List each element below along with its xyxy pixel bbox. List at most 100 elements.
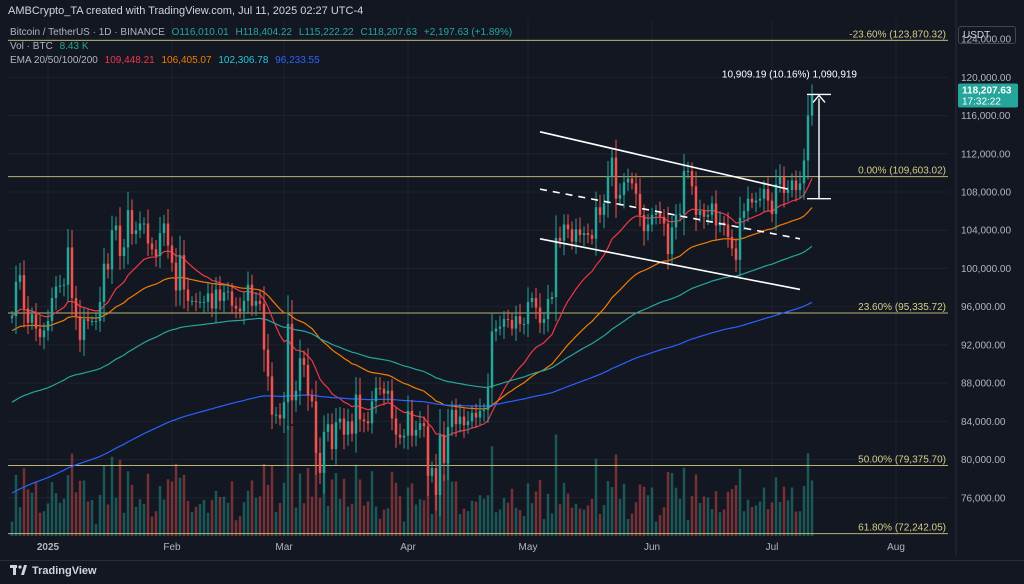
symbol-name: Bitcoin / TetherUS · 1D · BINANCE [10,27,165,38]
candle-body [302,358,306,365]
volume-bar [642,486,646,536]
volume-bar [286,426,290,536]
volume-bar [810,480,814,536]
volume-bar [282,482,286,536]
candle-body [330,424,334,450]
candle-body [786,190,790,193]
tradingview-logo[interactable]: TradingView [10,565,97,577]
volume-bar [226,502,230,536]
candle-body [394,418,398,435]
volume-bar [646,495,650,536]
candle-body [210,293,214,309]
volume-bar [614,454,618,536]
candle-body [602,203,606,215]
volume-bar [294,507,298,536]
candle-body [214,289,218,309]
candle-body [70,247,74,299]
volume-bar [338,499,342,536]
volume-bar [594,458,598,536]
candle-body [802,160,806,184]
volume-bar [502,498,506,536]
volume-bar [234,520,238,536]
x-tick-label: Apr [400,542,416,553]
candle-body [654,213,658,215]
candle-body [738,217,742,260]
volume-bar [274,512,278,536]
volume-bar [298,473,302,536]
candle-body [58,285,62,287]
candle-body [14,281,18,317]
volume-bar [422,500,426,536]
volume-bar [534,491,538,536]
candle-body [138,223,142,231]
volume-bar [154,511,158,536]
volume-bar [462,508,466,536]
chart-credit: AMBCrypto_TA created with TradingView.co… [8,5,364,17]
candle-body [762,189,766,199]
volume-bar [246,490,250,536]
volume-bar [350,503,354,536]
candle-body [806,115,810,161]
candle-body [754,200,758,203]
volume-bar [654,521,658,536]
candle-body [542,319,546,323]
low-value: L115,222.22 [298,27,354,38]
volume-bar [526,483,530,536]
candle-body [18,275,22,282]
candle-body [106,263,110,270]
ema200-value: 96,233.55 [275,55,320,66]
candle-body [246,284,250,301]
candle-body [286,323,290,403]
ema50-value: 106,405.07 [161,55,212,66]
volume-bar [398,496,402,536]
volume-bar [442,474,446,536]
volume-bar [414,504,418,536]
candle-body [782,176,786,193]
volume-bar [378,518,382,536]
candle-body [666,223,670,255]
candle-body [798,183,802,191]
volume-bar [674,487,678,536]
candle-body [22,275,26,309]
volume-bar [214,491,218,536]
volume-bar [698,503,702,536]
fib-level-label: 23.60% (95,335.72) [858,302,946,313]
volume-bar [102,466,106,536]
candle-body [710,203,714,215]
volume-bar [538,480,542,536]
candle-body [506,319,510,321]
volume-bar [218,497,222,536]
volume-bar [134,507,138,536]
volume-bar [562,482,566,536]
volume-bar [30,492,34,536]
footer-bar: TradingView [0,560,1024,584]
volume-value: 8.43 K [59,41,89,52]
volume-bar [806,453,810,536]
candle-body [526,301,530,324]
ema-label: EMA 20/50/100/200 [10,55,98,66]
symbol-legend: Bitcoin / TetherUS · 1D · BINANCE O116,0… [10,27,516,38]
candle-body [422,423,426,427]
candle-body [706,214,710,217]
volume-bar [34,481,38,536]
volume-bar [738,469,742,536]
volume-bar [26,489,30,536]
channel-lower-line [539,238,801,291]
volume-bar [386,508,390,536]
candle-body [354,394,358,434]
currency-selector[interactable]: USDT [958,26,1016,44]
candle-body [698,211,702,215]
change-value: +2,197.63 (+1.89%) [423,27,513,38]
tradingview-icon [10,565,27,575]
candle-body [538,307,542,323]
candle-body [622,182,626,195]
candle-body [222,292,226,301]
candle-body [238,308,242,312]
fib-level-label: 61.80% (72,242.05) [858,523,946,534]
volume-bar [62,498,66,536]
price-axis: 76,000.00 80,000.00 84,000.00 88,000.00 92,0… [37,0,1018,556]
candle-body [502,319,506,327]
y-tick-label: 96,000.00 [961,302,1006,313]
candle-body [498,326,502,329]
